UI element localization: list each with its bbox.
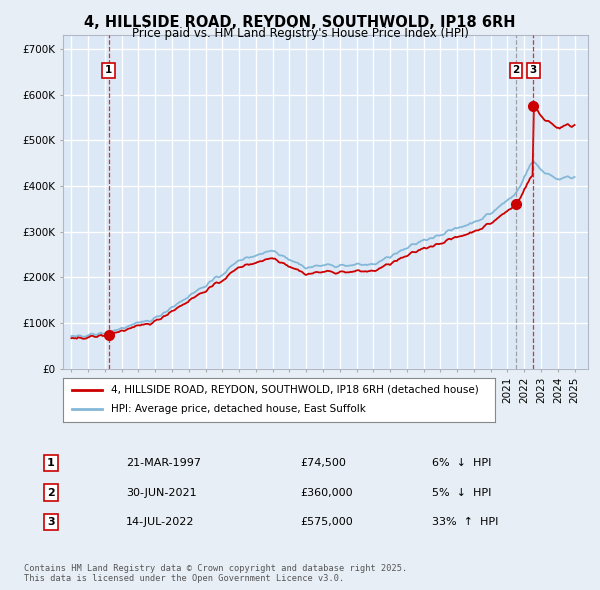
Text: 3: 3 xyxy=(530,65,537,76)
Text: 30-JUN-2021: 30-JUN-2021 xyxy=(126,488,197,497)
Text: Price paid vs. HM Land Registry's House Price Index (HPI): Price paid vs. HM Land Registry's House … xyxy=(131,27,469,40)
Text: 4, HILLSIDE ROAD, REYDON, SOUTHWOLD, IP18 6RH (detached house): 4, HILLSIDE ROAD, REYDON, SOUTHWOLD, IP1… xyxy=(110,385,478,395)
Text: £360,000: £360,000 xyxy=(300,488,353,497)
Text: HPI: Average price, detached house, East Suffolk: HPI: Average price, detached house, East… xyxy=(110,405,365,414)
Text: 21-MAR-1997: 21-MAR-1997 xyxy=(126,458,201,468)
Text: £575,000: £575,000 xyxy=(300,517,353,527)
Text: Contains HM Land Registry data © Crown copyright and database right 2025.
This d: Contains HM Land Registry data © Crown c… xyxy=(24,563,407,583)
Text: 6%  ↓  HPI: 6% ↓ HPI xyxy=(432,458,491,468)
Text: 2: 2 xyxy=(47,488,55,497)
Text: 33%  ↑  HPI: 33% ↑ HPI xyxy=(432,517,499,527)
Text: 5%  ↓  HPI: 5% ↓ HPI xyxy=(432,488,491,497)
Text: 1: 1 xyxy=(47,458,55,468)
Text: £74,500: £74,500 xyxy=(300,458,346,468)
Text: 3: 3 xyxy=(47,517,55,527)
Text: 4, HILLSIDE ROAD, REYDON, SOUTHWOLD, IP18 6RH: 4, HILLSIDE ROAD, REYDON, SOUTHWOLD, IP1… xyxy=(84,15,516,30)
Text: 1: 1 xyxy=(105,65,112,76)
Text: 14-JUL-2022: 14-JUL-2022 xyxy=(126,517,194,527)
Text: 2: 2 xyxy=(512,65,520,76)
